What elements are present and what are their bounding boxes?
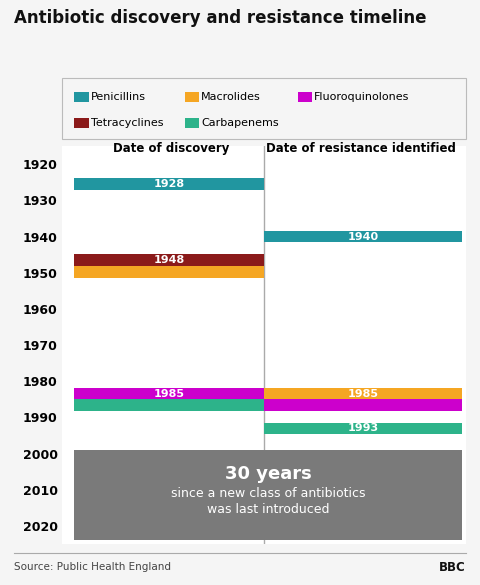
Text: Source: Public Health England: Source: Public Health England (14, 562, 171, 573)
Bar (74, 399, 264, 411)
Text: Date of resistance identified: Date of resistance identified (266, 142, 456, 155)
Bar (264, 231, 462, 242)
Bar (74, 450, 462, 541)
Bar (264, 399, 462, 411)
Text: 1993: 1993 (347, 424, 378, 433)
Text: Penicillins: Penicillins (91, 92, 146, 102)
Text: 1928: 1928 (154, 179, 185, 189)
Text: Tetracyclines: Tetracyclines (91, 118, 163, 128)
Bar (74, 254, 264, 266)
Text: 1985: 1985 (154, 389, 185, 399)
Text: since a new class of antibiotics: since a new class of antibiotics (171, 487, 365, 500)
Bar (74, 388, 264, 400)
Text: BBC: BBC (439, 561, 466, 574)
Bar (264, 388, 462, 400)
Text: was last introduced: was last introduced (207, 503, 329, 516)
Bar (74, 178, 264, 190)
Bar (264, 422, 462, 434)
Text: 1940: 1940 (347, 232, 378, 242)
Text: Macrolides: Macrolides (201, 92, 261, 102)
Bar (74, 266, 264, 278)
Text: Carbapenems: Carbapenems (201, 118, 279, 128)
Text: Fluoroquinolones: Fluoroquinolones (314, 92, 409, 102)
Text: 1985: 1985 (348, 389, 378, 399)
Text: 1948: 1948 (154, 255, 185, 265)
Text: Antibiotic discovery and resistance timeline: Antibiotic discovery and resistance time… (14, 9, 427, 27)
Text: 30 years: 30 years (225, 464, 312, 483)
Text: Date of discovery: Date of discovery (113, 142, 229, 155)
